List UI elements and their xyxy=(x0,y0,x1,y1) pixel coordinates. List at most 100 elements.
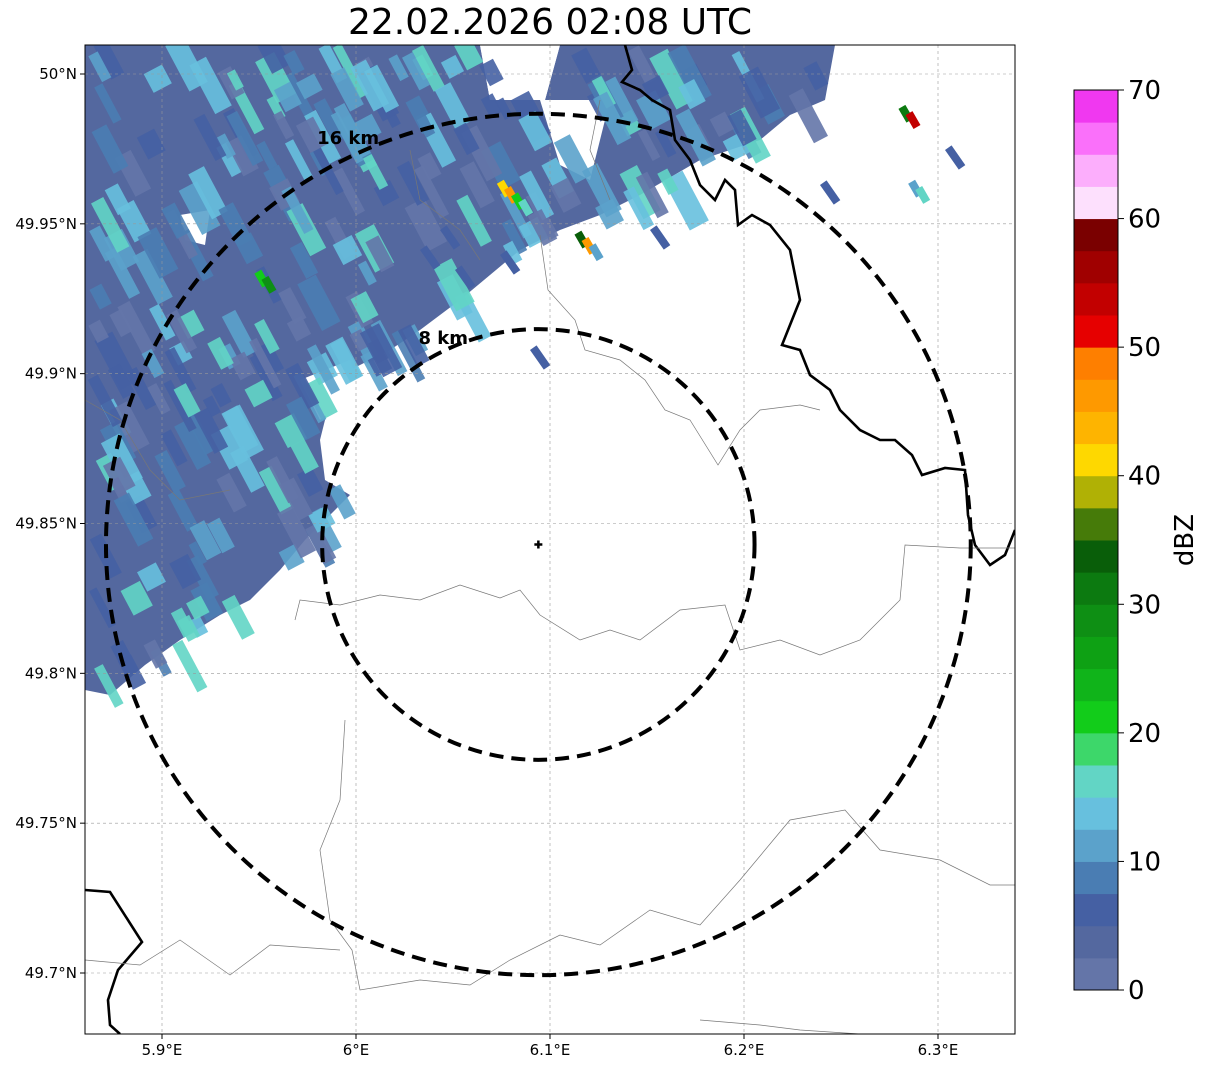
echo-fleck xyxy=(91,197,130,253)
echo-fleck xyxy=(284,139,313,181)
echo-fleck xyxy=(202,395,221,418)
echo-fleck xyxy=(278,287,307,325)
echo-fleck xyxy=(456,194,492,247)
echo-fleck xyxy=(165,45,208,92)
echo-fleck xyxy=(161,202,191,239)
colorbar-tick-label: 50 xyxy=(1128,333,1161,363)
echo-fleck xyxy=(297,274,341,332)
echo-streak xyxy=(500,250,521,275)
echo-fleck xyxy=(286,315,312,342)
echo-fleck xyxy=(193,113,227,162)
echo-fleck xyxy=(143,64,172,93)
echo-fleck xyxy=(285,362,320,410)
echo-fleck xyxy=(325,336,364,385)
echo-cell xyxy=(915,186,931,204)
echo-fleck xyxy=(249,337,282,389)
colorbar-segment xyxy=(1074,90,1118,123)
echo-fleck xyxy=(221,405,259,454)
range-ring-label: 16 km xyxy=(317,128,379,149)
echo-fleck xyxy=(549,177,582,213)
echo-fleck xyxy=(170,607,195,638)
colorbar-segment xyxy=(1074,379,1118,412)
colorbar-segment xyxy=(1074,218,1118,252)
echo-fleck xyxy=(296,73,323,100)
echo-fleck xyxy=(154,450,186,493)
echo-fleck xyxy=(163,379,197,432)
echo-fleck xyxy=(396,160,430,206)
echo-fleck xyxy=(218,202,253,247)
colorbar-segment xyxy=(1074,186,1118,220)
echo-fleck xyxy=(479,58,504,87)
echo-fleck xyxy=(254,319,280,354)
echo-fleck xyxy=(364,64,400,113)
echo-fleck xyxy=(678,79,706,110)
echo-fleck xyxy=(94,331,139,391)
echo-fleck xyxy=(308,505,336,533)
echo-fleck xyxy=(357,260,377,286)
echo-fleck xyxy=(332,235,363,266)
echo-fleck xyxy=(654,128,677,158)
echo-fleck xyxy=(286,396,321,441)
echo-fleck xyxy=(290,439,319,474)
echo-fleck xyxy=(519,170,555,221)
colorbar-segment xyxy=(1074,315,1118,348)
colorbar-segment xyxy=(1074,829,1118,862)
echo-fleck xyxy=(330,67,364,112)
echo-fleck xyxy=(143,639,168,669)
echo-fleck xyxy=(297,466,324,497)
colorbar-segment xyxy=(1074,893,1118,927)
regional-border xyxy=(409,149,481,261)
echo-fleck xyxy=(258,465,294,515)
reflectivity-echoes xyxy=(85,45,966,708)
echo-fleck xyxy=(120,580,153,616)
echo-fleck xyxy=(480,93,503,118)
echo-fleck xyxy=(434,82,471,130)
colorbar-segment xyxy=(1074,861,1118,895)
echo-fleck xyxy=(333,103,371,159)
echo-fleck xyxy=(167,489,199,532)
echo-fleck xyxy=(593,91,632,146)
echo-fleck xyxy=(411,45,445,92)
echo-streak xyxy=(945,145,966,170)
echo-fleck xyxy=(295,116,328,154)
echo-fleck xyxy=(289,241,319,279)
colorbar-segment xyxy=(1074,797,1118,830)
echo-fleck xyxy=(332,45,368,99)
colorbar-segment xyxy=(1074,925,1118,959)
echo-fleck xyxy=(257,45,291,74)
echo-fleck xyxy=(230,445,265,493)
colorbar-tick-label: 0 xyxy=(1128,976,1145,1006)
colorbar-frame xyxy=(1073,89,1119,991)
echo-fleck xyxy=(619,165,661,220)
colorbar-segment xyxy=(1074,443,1118,477)
echo-fleck xyxy=(709,111,735,137)
echo-fleck xyxy=(226,69,244,91)
echo-fleck xyxy=(87,374,123,428)
colorbar: 0 10 20 30 40 50 60 70 dBZ xyxy=(1073,76,1200,1006)
echo-fleck xyxy=(283,71,317,123)
echo-fleck xyxy=(635,171,669,219)
echo-fleck xyxy=(433,258,475,312)
echo-fleck xyxy=(94,664,124,708)
echo-fleck xyxy=(89,283,112,310)
echo-fleck xyxy=(256,140,278,170)
colorbar-segment xyxy=(1074,282,1118,316)
echo-cell xyxy=(588,243,604,262)
echo-fleck xyxy=(518,110,553,152)
echo-cell xyxy=(905,111,921,129)
echo-fleck xyxy=(637,128,661,161)
echo-streak xyxy=(440,225,461,250)
range-rings: 8 km 16 km xyxy=(103,111,973,978)
echo-fleck xyxy=(221,594,255,640)
echo-fleck xyxy=(102,456,136,495)
echo-fleck xyxy=(307,344,340,395)
echo-fleck xyxy=(415,112,436,138)
echo-fleck xyxy=(636,90,671,130)
echo-fleck xyxy=(104,183,132,216)
echo-fleck xyxy=(249,352,283,402)
colorbar-segment xyxy=(1074,732,1118,766)
echo-fleck xyxy=(137,562,166,592)
lat-tick-label: 50°N xyxy=(39,65,77,83)
colorbar-segment xyxy=(1074,572,1118,605)
